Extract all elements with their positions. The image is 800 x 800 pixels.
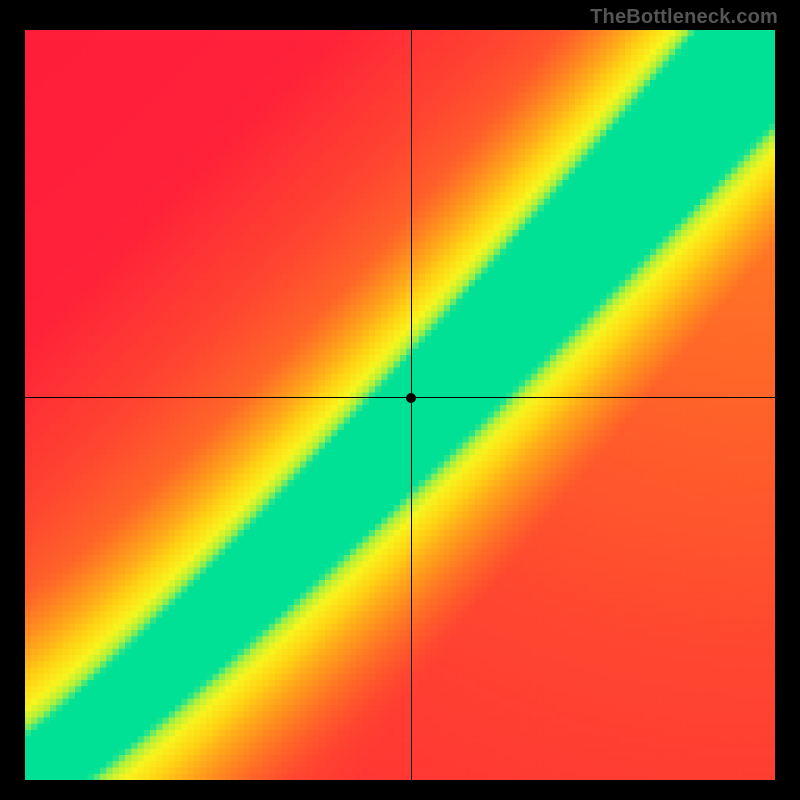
data-point-marker xyxy=(406,393,416,403)
chart-container: TheBottleneck.com xyxy=(0,0,800,800)
watermark-text: TheBottleneck.com xyxy=(590,6,778,29)
crosshair-horizontal xyxy=(25,397,775,398)
bottleneck-heatmap xyxy=(25,30,775,780)
crosshair-vertical xyxy=(411,30,412,780)
